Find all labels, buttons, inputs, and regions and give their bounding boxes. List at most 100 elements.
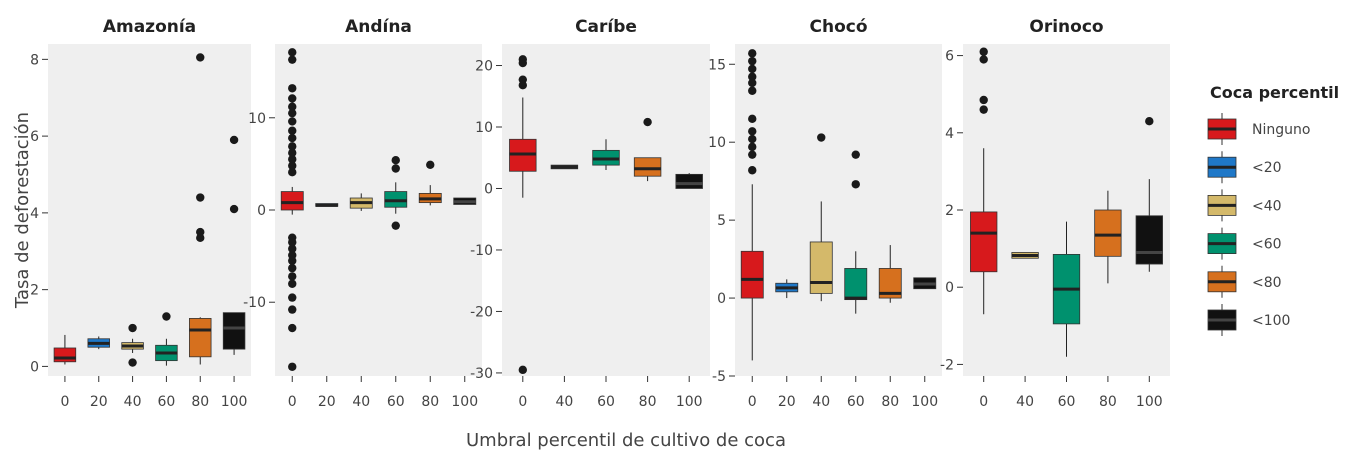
x-tick-label: 100 [676, 394, 703, 410]
box--100 [913, 277, 937, 290]
outlier-point [748, 72, 757, 81]
x-tick-label: 20 [318, 394, 336, 410]
panel-background [275, 44, 482, 376]
facet-choco: Chocó -5 0 5 10 15 0 20 40 60 80 100 [708, 17, 942, 410]
outlier-point [391, 164, 400, 173]
box--100 [675, 173, 703, 189]
legend-item--60: <60 [1207, 227, 1282, 260]
box--80 [633, 117, 662, 182]
outlier-point [851, 150, 860, 159]
x-tick-label: 100 [221, 394, 248, 410]
outlier-point [196, 53, 205, 62]
outlier-point [288, 148, 297, 158]
box-ninguno [740, 49, 764, 361]
y-tick-label: 0 [30, 359, 39, 375]
y-tick-label: 0 [484, 181, 493, 197]
outlier-point [288, 117, 297, 126]
box-body [809, 241, 833, 294]
legend-item-ninguno: Ninguno [1207, 113, 1310, 145]
box-body [633, 157, 662, 177]
outlier-point [196, 193, 205, 202]
outlier-point [748, 134, 757, 144]
legend-label: <100 [1252, 313, 1290, 329]
outlier-point [288, 102, 297, 111]
box-body [280, 191, 304, 211]
box-body [844, 268, 868, 301]
outlier-point [229, 204, 239, 214]
outlier-point [748, 150, 757, 159]
outlier-point [748, 78, 757, 88]
box--40 [349, 193, 373, 211]
y-tick-label: 4 [30, 206, 39, 222]
y-tick-label: 10 [475, 120, 493, 136]
x-tick-label: 20 [90, 394, 108, 410]
outlier-point [128, 358, 137, 367]
y-tick-label: 5 [717, 213, 726, 229]
legend: Coca percentil Ninguno <20 <40 <60 <80 <100 [1207, 83, 1339, 336]
box--40 [1011, 252, 1039, 259]
panel-background [48, 44, 251, 376]
x-tick-label: 100 [1136, 394, 1163, 410]
box--60 [592, 139, 620, 171]
y-tick-label: 4 [945, 126, 954, 142]
y-tick-label: 0 [257, 203, 266, 219]
box--80 [418, 160, 442, 206]
x-tick-label: 0 [979, 394, 988, 410]
outlier-point [288, 256, 297, 265]
outlier-point [748, 86, 757, 95]
outlier-point [288, 155, 297, 164]
x-tick-label: 40 [812, 394, 830, 410]
legend-label: <80 [1252, 275, 1282, 291]
outlier-point [288, 161, 297, 170]
box-body [740, 250, 764, 299]
x-tick-label: 0 [60, 394, 69, 410]
outlier-point [288, 108, 297, 118]
x-tick-label: 60 [158, 394, 176, 410]
y-tick-label: 6 [30, 129, 39, 145]
box-body [970, 211, 998, 273]
box--80 [1094, 190, 1122, 284]
x-tick-label: 60 [847, 394, 865, 410]
outlier-point [288, 48, 297, 57]
outlier-point [1145, 117, 1154, 126]
outlier-point [288, 126, 297, 135]
outlier-point [288, 263, 297, 273]
y-tick-label: 20 [475, 59, 493, 75]
outlier-point [979, 55, 988, 64]
box--60 [384, 156, 408, 230]
outlier-point [196, 227, 205, 237]
outlier-point [748, 142, 757, 152]
x-tick-label: 100 [451, 394, 478, 410]
box--40 [121, 323, 144, 367]
x-tick-label: 40 [555, 394, 573, 410]
box-ninguno [280, 48, 304, 371]
panel-background [735, 44, 942, 376]
outlier-point [288, 94, 297, 103]
x-tick-label: 60 [387, 394, 405, 410]
x-tick-label: 80 [191, 394, 209, 410]
y-tick-label: 2 [945, 203, 954, 219]
facet-title: Andína [345, 17, 412, 37]
outlier-point [748, 127, 757, 136]
outlier-point [979, 95, 988, 105]
outlier-point [979, 105, 988, 114]
outlier-point [288, 279, 297, 288]
outlier-point [748, 64, 757, 74]
x-tick-label: 40 [124, 394, 142, 410]
y-tick-label: 6 [945, 49, 954, 65]
box-body [878, 268, 902, 299]
outlier-point [518, 58, 527, 68]
outlier-point [196, 233, 205, 243]
x-tick-label: 80 [1099, 394, 1117, 410]
box--20 [775, 279, 799, 299]
y-tick-label: -5 [712, 369, 726, 385]
x-tick-label: 100 [911, 394, 938, 410]
box-ninguno [53, 334, 77, 365]
box--60 [1052, 221, 1081, 357]
outlier-point [288, 305, 297, 314]
box-body [53, 347, 77, 363]
